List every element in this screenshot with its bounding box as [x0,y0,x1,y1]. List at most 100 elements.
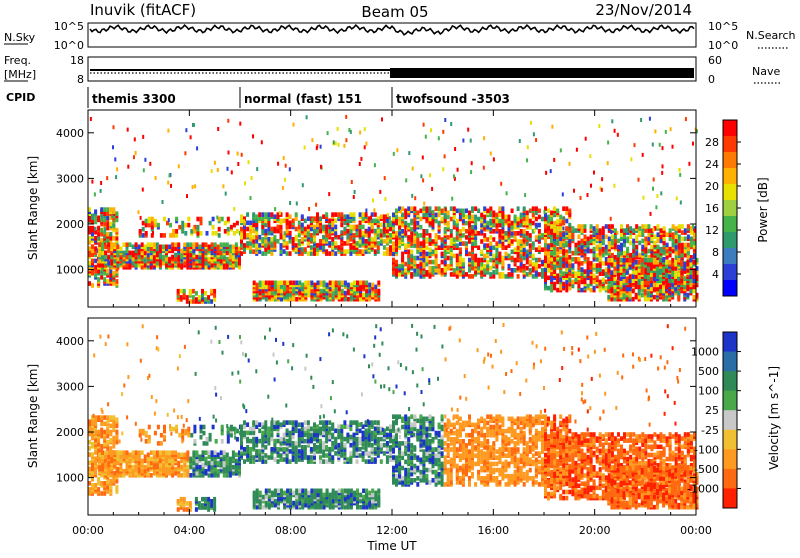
data-cell [202,263,205,268]
data-cell [91,253,94,258]
power-colorbar-label: Power [dB] [756,177,770,242]
data-cell [235,249,238,254]
data-cell [647,293,650,298]
data-cell [186,257,189,262]
data-cell [450,252,453,257]
data-cell [329,281,332,286]
data-cell [348,128,350,132]
data-cell [629,274,632,279]
data-cell [653,235,656,240]
data-cell [501,211,504,216]
velocity-data-cells [88,323,699,512]
data-cell [227,167,229,171]
data-cell [444,227,447,232]
data-cell [581,267,584,272]
data-cell [368,237,371,242]
data-cell [523,229,526,234]
cpid-label: CPID [6,91,35,104]
data-cell [565,288,568,293]
data-cell [450,217,453,222]
data-cell [112,415,115,420]
data-cell [201,289,204,294]
data-cell [220,265,223,270]
data-cell [221,217,224,222]
power-colorbar-swatch [723,216,737,233]
data-cell [371,283,374,288]
data-cell [562,249,565,254]
data-cell [547,209,550,214]
data-cell [654,129,656,133]
data-cell [235,459,238,464]
data-cell [212,217,215,222]
data-cell [630,157,632,161]
data-cell [429,247,432,252]
data-cell [195,255,198,260]
data-cell [511,231,514,236]
data-cell [602,226,605,231]
data-cell [346,229,349,234]
data-cell [151,221,154,226]
data-cell [113,259,116,264]
data-cell [517,231,520,236]
data-cell [529,247,532,252]
data-cell [202,242,205,247]
data-cell [126,463,129,468]
data-cell [377,233,380,238]
data-cell [659,285,662,290]
data-cell [441,209,444,214]
data-cell [109,232,112,237]
data-cell [115,430,118,435]
data-cell [280,281,283,286]
data-cell [422,178,424,182]
data-cell [212,225,215,230]
data-cell [181,221,184,226]
data-cell [450,260,453,265]
data-cell [313,216,316,221]
data-cell [602,253,605,258]
data-cell [180,465,183,470]
data-cell [180,459,183,464]
data-cell [529,237,532,242]
data-cell [200,217,203,222]
data-cell [422,229,425,234]
data-cell [392,252,395,257]
data-cell [632,258,635,263]
data-cell [196,146,198,150]
data-cell [665,130,667,134]
data-cell [199,455,202,460]
data-cell [571,226,574,231]
data-cell [438,270,441,275]
data-cell [587,237,590,242]
data-cell [106,232,109,237]
data-cell [92,226,94,230]
data-cell [553,158,555,162]
data-cell [467,128,469,132]
data-cell [208,245,211,250]
data-cell [195,242,198,247]
data-cell [416,264,419,269]
data-cell [143,168,145,172]
data-cell [480,270,483,275]
data-cell [581,224,584,229]
data-cell [126,242,129,247]
data-cell [672,239,675,244]
data-cell [644,237,647,242]
data-cell [401,229,404,234]
data-cell [94,438,97,443]
data-cell [204,291,207,296]
data-cell [186,242,189,247]
data-cell [344,297,347,302]
data-cell [292,237,295,242]
data-cell [686,268,689,273]
data-cell [150,473,153,478]
data-cell [641,239,644,244]
data-cell [359,281,362,286]
data-cell [106,485,109,490]
data-cell [301,247,304,252]
data-cell [584,224,587,229]
data-cell [668,283,671,288]
data-cell [147,467,150,472]
data-cell [334,225,337,230]
data-cell [389,221,392,226]
data-cell [192,261,195,266]
